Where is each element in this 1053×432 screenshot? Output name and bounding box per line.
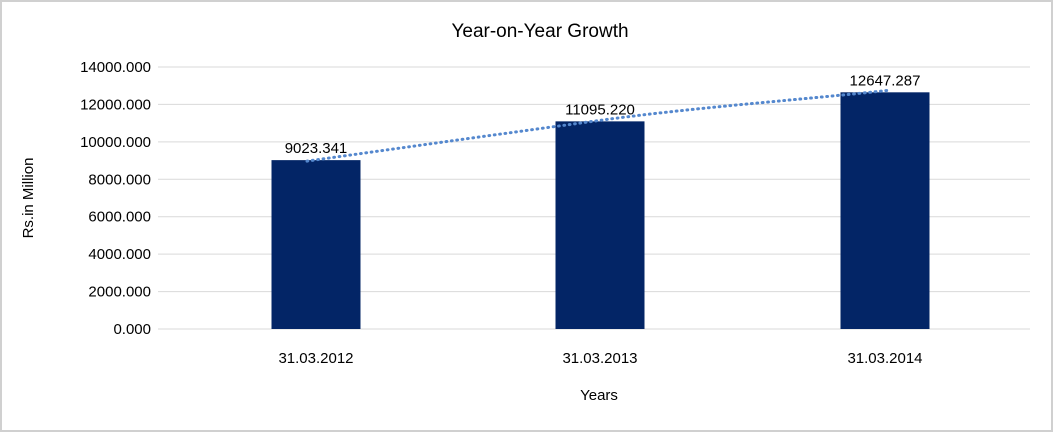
data-label: 12647.287 [850, 72, 921, 89]
x-tick-label: 31.03.2013 [562, 350, 637, 367]
chart-title: Year-on-Year Growth [451, 21, 628, 42]
plot-area: 0.000 2000.000 4000.000 6000.000 8000.000 100… [80, 59, 1030, 367]
y-tick-label: 12000.000 [80, 96, 151, 113]
trendline [305, 88, 891, 163]
x-axis-title: Years [580, 387, 618, 404]
y-tick-label: 6000.000 [88, 209, 151, 226]
data-label: 9023.341 [285, 140, 348, 157]
data-label: 11095.220 [565, 101, 635, 118]
y-tick-label: 4000.000 [88, 246, 151, 263]
y-tick-label: 0.000 [113, 321, 151, 338]
bar-31.03.2012 [271, 160, 361, 329]
y-axis-title: Rs.in Million [20, 158, 37, 239]
y-tick-label: 8000.000 [88, 171, 151, 188]
x-tick-label: 31.03.2014 [847, 350, 922, 367]
bar-31.03.2013 [555, 121, 645, 329]
bar-31.03.2014 [840, 92, 930, 329]
y-tick-label: 10000.000 [80, 134, 151, 151]
y-tick-label: 2000.000 [88, 284, 151, 301]
y-tick-label: 14000.000 [80, 59, 151, 76]
x-tick-label: 31.03.2012 [278, 350, 353, 367]
